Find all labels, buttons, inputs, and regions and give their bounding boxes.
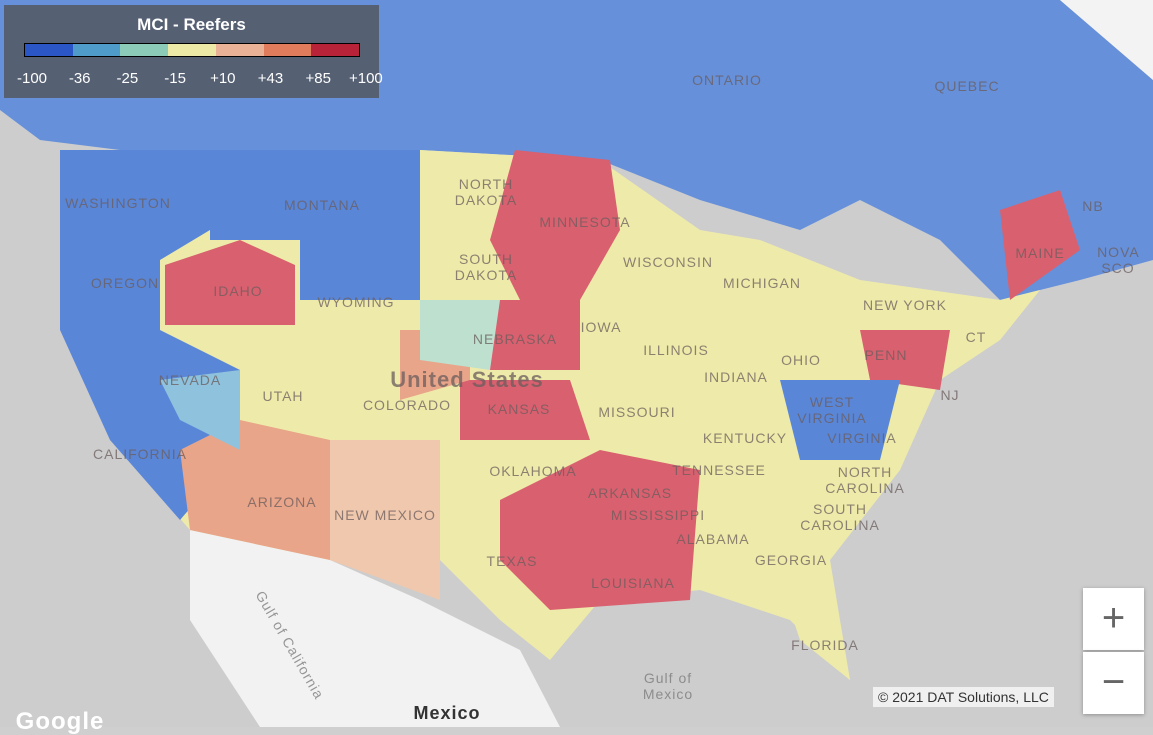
map-label: ILLINOIS — [643, 342, 709, 358]
map-label: KANSAS — [487, 401, 551, 417]
map-label: WYOMING — [317, 294, 395, 310]
map-label: LOUISIANA — [591, 575, 675, 591]
map-label: VIRGINIA — [827, 430, 897, 446]
region — [165, 240, 295, 325]
map-label: MICHIGAN — [723, 275, 801, 291]
map-label: NB — [1082, 198, 1104, 214]
map-label: TEXAS — [486, 553, 538, 569]
country-label: United States — [390, 367, 544, 392]
map-label: OKLAHOMA — [489, 463, 577, 479]
map-label: FLORIDA — [791, 637, 859, 653]
map-label: QUEBEC — [934, 78, 1000, 94]
map-label: TENNESSEE — [672, 462, 766, 478]
mexico-label: Mexico — [413, 703, 481, 723]
map-label: UTAH — [262, 388, 304, 404]
copyright: © 2021 DAT Solutions, LLC — [873, 687, 1054, 707]
region — [860, 330, 950, 390]
map-label: OREGON — [90, 275, 160, 291]
region — [490, 150, 620, 300]
legend: MCI - Reefers -100 -36 -25 -15 +10 +43 +85 +100 — [4, 5, 383, 98]
region — [210, 150, 420, 300]
legend-swatch — [72, 44, 121, 56]
legend-swatch — [120, 44, 169, 56]
legend-swatch — [215, 44, 264, 56]
map-label: ARIZONA — [247, 494, 317, 510]
region — [460, 380, 590, 440]
map-label: NJ — [940, 387, 960, 403]
map-label: IDAHO — [213, 283, 263, 299]
map-label: MISSISSIPPI — [610, 507, 706, 523]
map-label: MISSOURI — [598, 404, 676, 420]
legend-tick: +100 — [348, 70, 383, 87]
zoom-out[interactable]: − — [1083, 652, 1144, 714]
map-label: NEVADA — [158, 372, 222, 388]
legend-tick: -100 — [16, 70, 48, 87]
legend-tick: -25 — [116, 70, 139, 87]
legend-tick: -36 — [68, 70, 91, 87]
gulf-label: Gulf of Mexico — [642, 670, 694, 702]
region — [1000, 190, 1080, 300]
map-label: INDIANA — [704, 369, 768, 385]
map-label: NORTH CAROLINA — [825, 464, 905, 496]
legend-swatch — [25, 44, 73, 56]
map-label: MONTANA — [284, 197, 360, 213]
map-label: IOWA — [580, 319, 622, 335]
region — [60, 150, 210, 330]
map-label: NEBRASKA — [472, 331, 558, 347]
map-label: WASHINGTON — [65, 195, 171, 211]
legend-tick: +43 — [257, 70, 284, 87]
mexico-land — [190, 530, 560, 727]
region — [160, 370, 240, 450]
map-label: NEW MEXICO — [334, 507, 436, 523]
map-label: ALABAMA — [676, 531, 750, 547]
region — [420, 300, 500, 370]
region — [780, 380, 900, 460]
map-label: CALIFORNIA — [92, 446, 188, 462]
map-label: COLORADO — [362, 397, 452, 413]
legend-swatch — [168, 44, 216, 56]
region — [500, 450, 700, 610]
map-label: KENTUCKY — [702, 430, 788, 446]
map-label: NORTH DAKOTA — [454, 176, 518, 208]
map-label: CT — [965, 329, 987, 345]
map-label: OHIO — [781, 352, 821, 368]
legend-swatch — [311, 44, 360, 56]
map-label: NOVA SCO — [1097, 244, 1140, 276]
map-label: GEORGIA — [754, 552, 828, 568]
legend-bar — [24, 43, 360, 57]
zoom-in[interactable]: + — [1083, 588, 1144, 650]
legend-tick: -15 — [164, 70, 186, 87]
map-label: WISCONSIN — [623, 254, 713, 270]
legend-title: MCI - Reefers — [137, 15, 246, 34]
map-label: SOUTH CAROLINA — [800, 501, 880, 533]
map-label: WEST VIRGINIA — [797, 394, 867, 426]
region — [180, 420, 330, 560]
map-label: ONTARIO — [692, 72, 762, 88]
map-label: ARKANSAS — [587, 485, 673, 501]
legend-tick: +10 — [210, 70, 236, 87]
legend-tick: +85 — [305, 70, 331, 87]
map-label: SOUTH DAKOTA — [454, 251, 518, 283]
legend-swatch — [263, 44, 312, 56]
map-label: MINNESOTA — [539, 214, 631, 230]
map-label: NEW YORK — [863, 297, 947, 313]
land — [1060, 0, 1153, 80]
region — [780, 580, 850, 680]
map-label: PENN — [864, 347, 908, 363]
region — [330, 440, 440, 600]
map-label: MAINE — [1015, 245, 1065, 261]
region — [490, 300, 580, 370]
brand: Google — [15, 708, 105, 735]
